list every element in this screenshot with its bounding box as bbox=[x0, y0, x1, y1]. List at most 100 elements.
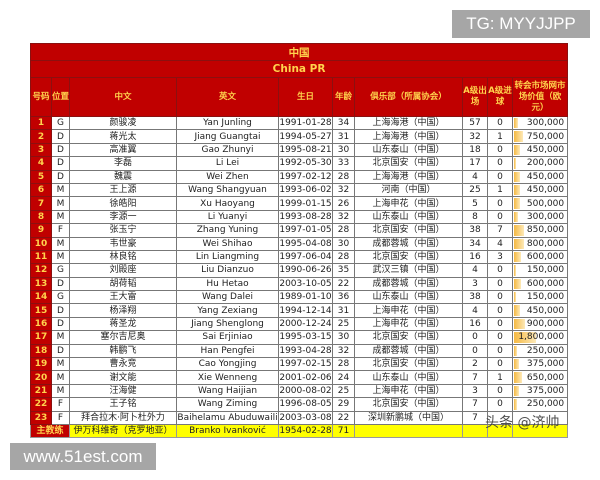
cell-goals: 0 bbox=[487, 383, 513, 399]
cell-number: 3 bbox=[30, 142, 52, 158]
cell-market-value: 250,000 bbox=[511, 397, 569, 412]
cell-caps: 25 bbox=[462, 182, 488, 198]
cell-club: 北京国安（中国） bbox=[354, 330, 463, 345]
cell-age: 28 bbox=[332, 223, 355, 238]
cell-birthdate: 1999-01-15 bbox=[278, 196, 333, 211]
cell-goals: 1 bbox=[487, 370, 513, 385]
header-goals: A级进球 bbox=[487, 77, 513, 117]
cell-name-en: Jiang Shenglong bbox=[176, 316, 279, 332]
table-row: 14 G 王大雷 Wang Dalei 1989-01-10 36 山东泰山（中国） 38 0 1… bbox=[30, 290, 569, 305]
market-value-text: 250,000 bbox=[526, 345, 565, 356]
market-value-text: 150,000 bbox=[526, 265, 565, 276]
cell-caps: 4 bbox=[462, 303, 488, 318]
cell-caps: 16 bbox=[462, 249, 488, 265]
cell-goals: 4 bbox=[487, 236, 513, 251]
cell-birthdate: 1993-04-28 bbox=[278, 343, 333, 359]
cell-number: 16 bbox=[30, 316, 52, 332]
cell-birthdate: 1995-08-21 bbox=[278, 142, 333, 158]
header-name-en: 英文 bbox=[176, 77, 279, 117]
coach-row: 主教练 伊万科维奇（克罗地亚） Branko Ivanković 1954-02-28… bbox=[30, 423, 569, 439]
cell-name-cn: 蒋圣龙 bbox=[69, 316, 177, 332]
cell-birthdate: 2003-03-08 bbox=[278, 410, 333, 425]
cell-position: M bbox=[51, 196, 70, 211]
cell-goals: 3 bbox=[487, 249, 513, 265]
cell-position: G bbox=[51, 263, 70, 278]
cell-birthdate: 1997-02-15 bbox=[278, 357, 333, 372]
table-title-cn: 中国 bbox=[29, 43, 569, 61]
cell-name-cn: 张玉宁 bbox=[69, 223, 177, 238]
cell-market-value: 600,000 bbox=[511, 276, 569, 292]
market-value-bar bbox=[514, 198, 521, 209]
cell-market-value: 150,000 bbox=[511, 263, 569, 278]
cell-name-cn: 曹永竞 bbox=[69, 357, 177, 372]
market-value-bar bbox=[514, 238, 524, 249]
cell-goals: 0 bbox=[487, 316, 513, 332]
cell-number: 19 bbox=[30, 357, 52, 372]
cell-position: D bbox=[51, 169, 70, 184]
cell-caps: 0 bbox=[462, 330, 488, 345]
cell-goals: 0 bbox=[487, 115, 513, 131]
cell-name-en: Zhang Yuning bbox=[176, 223, 279, 238]
coach-empty-cell bbox=[487, 423, 513, 439]
cell-market-value: 450,000 bbox=[511, 182, 569, 198]
cell-name-cn: 林良铭 bbox=[69, 249, 177, 265]
market-value-bar bbox=[514, 399, 518, 410]
market-value-bar bbox=[514, 305, 520, 316]
cell-club: 上海海港（中国） bbox=[354, 129, 463, 144]
cell-caps: 3 bbox=[462, 383, 488, 399]
market-value-bar bbox=[514, 372, 522, 383]
market-value-text: 300,000 bbox=[526, 118, 565, 129]
cell-birthdate: 1997-01-05 bbox=[278, 223, 333, 238]
market-value-bar bbox=[514, 118, 518, 129]
cell-club: 上海海港（中国） bbox=[354, 169, 463, 184]
cell-market-value: 150,000 bbox=[511, 290, 569, 305]
cell-age: 22 bbox=[332, 410, 355, 425]
cell-name-en: Wei Shihao bbox=[176, 236, 279, 251]
cell-birthdate: 1995-04-08 bbox=[278, 236, 333, 251]
cell-market-value: 500,000 bbox=[511, 196, 569, 211]
squad-table: 中国 China PR 号码 位置 中文 英文 生日 年龄 俱乐部（所属协会） A级出场 A级进… bbox=[29, 43, 569, 439]
cell-age: 33 bbox=[332, 156, 355, 171]
cell-name-en: Xie Wenneng bbox=[176, 370, 279, 385]
cell-number: 9 bbox=[30, 223, 52, 238]
header-age: 年龄 bbox=[332, 77, 355, 117]
cell-number: 22 bbox=[30, 397, 52, 412]
cell-age: 36 bbox=[332, 290, 355, 305]
cell-number: 23 bbox=[30, 410, 52, 425]
cell-number: 17 bbox=[30, 330, 52, 345]
cell-position: D bbox=[51, 343, 70, 359]
cell-position: M bbox=[51, 236, 70, 251]
table-row: 13 D 胡荷韬 Hu Hetao 2003-10-05 22 成都蓉城（中国） 3 0 600,… bbox=[30, 276, 569, 292]
market-value-bar bbox=[514, 345, 518, 357]
market-value-text: 600,000 bbox=[526, 252, 565, 263]
market-value-bar bbox=[514, 158, 517, 169]
cell-age: 32 bbox=[332, 209, 355, 225]
cell-number: 2 bbox=[30, 129, 52, 144]
cell-caps: 2 bbox=[462, 357, 488, 372]
cell-caps: 18 bbox=[462, 142, 488, 158]
cell-market-value: 900,000 bbox=[511, 316, 569, 332]
table-row: 1 G 颜骏凌 Yan Junling 1991-01-28 34 上海海港（中国） 57 0 3… bbox=[30, 115, 569, 131]
cell-name-cn: 刘殿座 bbox=[69, 263, 177, 278]
market-value-text: 1,800,000 bbox=[518, 332, 565, 343]
market-value-bar bbox=[514, 265, 516, 276]
table-row: 10 M 韦世豪 Wei Shihao 1995-04-08 30 成都蓉城（中国） 34 4 8… bbox=[30, 236, 569, 251]
cell-caps: 57 bbox=[462, 115, 488, 131]
cell-name-cn: 李源一 bbox=[69, 209, 177, 225]
cell-number: 11 bbox=[30, 249, 52, 265]
cell-birthdate: 1997-02-12 bbox=[278, 169, 333, 184]
cell-name-cn: 杨泽翔 bbox=[69, 303, 177, 318]
cell-number: 13 bbox=[30, 276, 52, 292]
market-value-text: 450,000 bbox=[526, 305, 565, 316]
cell-club: 上海申花（中国） bbox=[354, 383, 463, 399]
header-position: 位置 bbox=[51, 77, 70, 117]
cell-age: 30 bbox=[332, 142, 355, 158]
cell-goals: 0 bbox=[487, 142, 513, 158]
cell-number: 20 bbox=[30, 370, 52, 385]
table-row: 11 M 林良铭 Lin Liangming 1997-06-04 28 北京国安（中国） 1… bbox=[30, 249, 569, 265]
cell-market-value: 800,000 bbox=[511, 236, 569, 251]
cell-name-en: Yan Junling bbox=[176, 115, 279, 131]
market-value-text: 500,000 bbox=[526, 198, 565, 209]
table-row: 3 D 高准翼 Gao Zhunyi 1995-08-21 30 山东泰山（中国） 18 0 45… bbox=[30, 142, 569, 158]
cell-goals: 0 bbox=[487, 276, 513, 292]
